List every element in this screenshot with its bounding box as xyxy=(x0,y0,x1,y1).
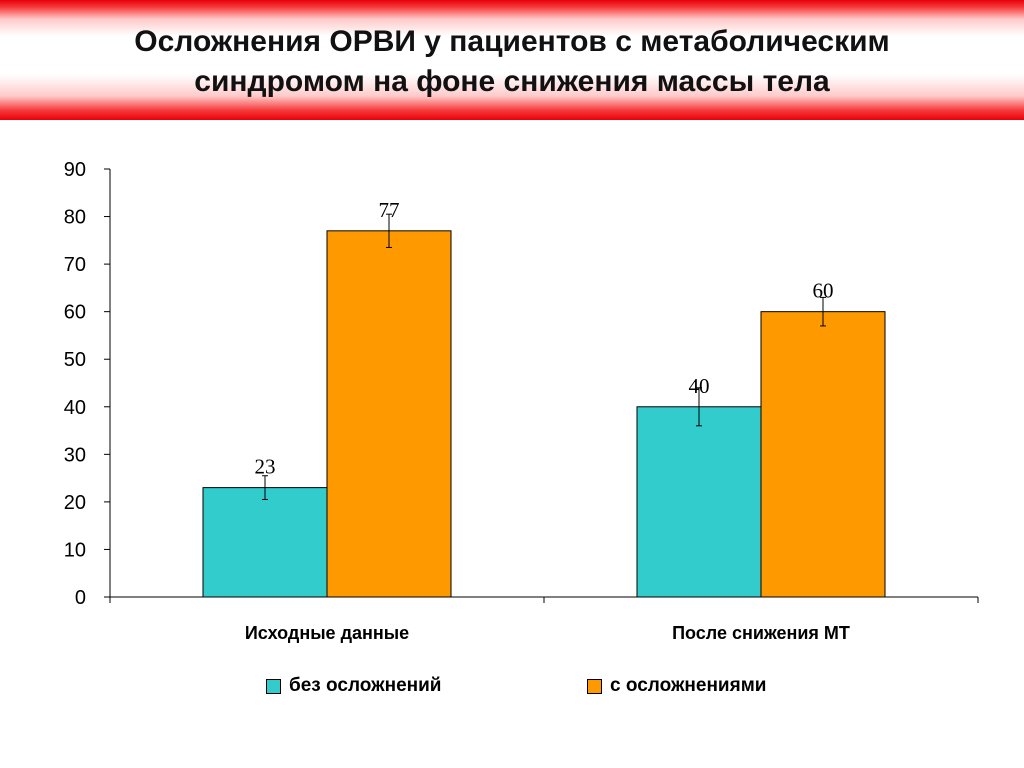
bar-chart: 0 10 20 30 40 50 60 70 80 90 23 77 Исходные данные 40… xyxy=(64,159,979,643)
category-label-1: После снижения МТ xyxy=(672,623,850,643)
data-label-1-1: 60 xyxy=(813,279,834,303)
data-label-1-0: 77 xyxy=(379,198,400,222)
legend-item-no-complications: без осложнений xyxy=(266,675,441,697)
y-tick-label-8: 80 xyxy=(64,207,86,229)
y-tick-label-0: 0 xyxy=(75,587,86,609)
y-tick-label-1: 10 xyxy=(64,539,86,561)
y-tick-label-7: 70 xyxy=(64,254,86,276)
y-tick-label-3: 30 xyxy=(64,444,86,466)
y-tick-label-9: 90 xyxy=(64,159,86,181)
y-tick-label-2: 20 xyxy=(64,492,86,514)
legend-label-complications: с осложнениями xyxy=(610,675,767,696)
y-tick-label-4: 40 xyxy=(64,397,86,419)
data-label-0-0: 23 xyxy=(255,455,276,479)
chart-legend: без осложнений с осложнениями xyxy=(0,675,1024,701)
legend-item-complications: с осложнениями xyxy=(587,675,766,697)
bar-no-complications-0 xyxy=(202,487,328,598)
title-line-1: Осложнения ОРВИ у пациентов с метаболиче… xyxy=(134,25,890,58)
bar-no-complications-1 xyxy=(636,406,762,598)
bar-complications-0 xyxy=(326,230,452,598)
bar-complications-1 xyxy=(760,311,886,598)
legend-swatch-no-complications xyxy=(266,678,281,694)
legend-label-no-complications: без осложнений xyxy=(289,675,442,696)
title-line-2: синдромом на фоне снижения массы тела xyxy=(194,65,830,98)
category-label-0: Исходные данные xyxy=(245,623,409,643)
y-tick-label-6: 60 xyxy=(64,302,86,324)
title-banner xyxy=(0,0,1024,120)
data-label-0-1: 40 xyxy=(689,374,710,398)
page-title: Осложнения ОРВИ у пациентов с метаболиче… xyxy=(0,22,1024,102)
legend-swatch-complications xyxy=(587,678,602,694)
y-tick-label-5: 50 xyxy=(64,349,86,371)
